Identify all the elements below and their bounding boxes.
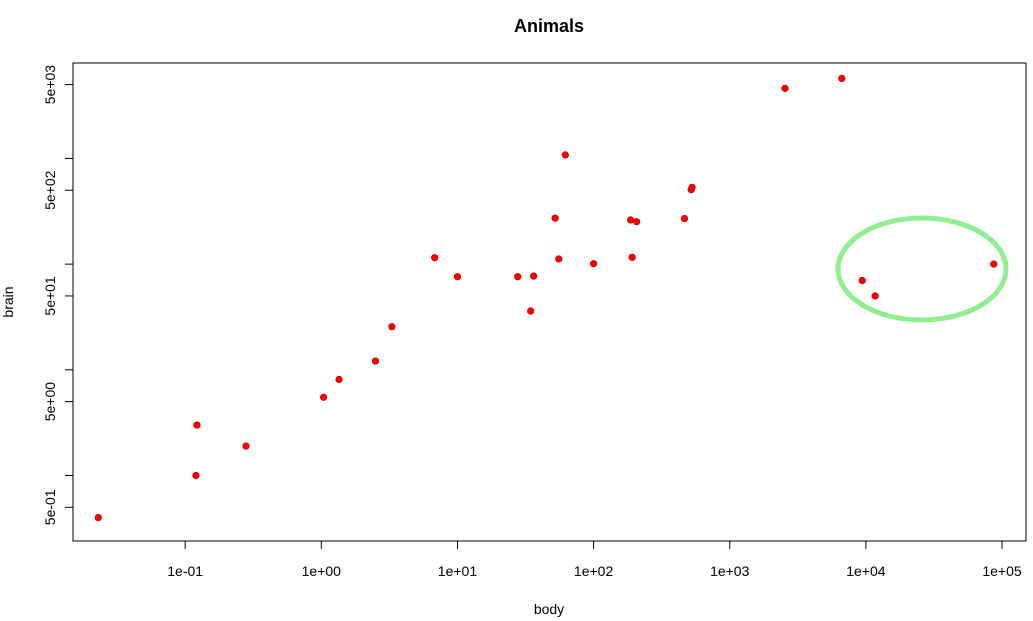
data-point (628, 253, 636, 261)
data-point (688, 183, 696, 191)
data-point (388, 323, 396, 331)
data-points (94, 74, 998, 522)
x-tick-label: 1e+04 (846, 563, 886, 579)
x-tick-label: 1e+05 (982, 563, 1022, 579)
data-point (858, 276, 866, 285)
data-point (990, 260, 998, 268)
data-point (192, 471, 200, 480)
data-point (627, 216, 635, 224)
y-tick-label: 5e+00 (42, 382, 58, 422)
data-point (193, 421, 201, 429)
highlight-ellipse (835, 215, 1009, 323)
y-tick-label: 5e+03 (42, 65, 58, 105)
data-point (633, 218, 641, 226)
y-axis: 5e-01 5e+00 5e+01 5e+02 5e+03 (42, 65, 73, 525)
data-point (555, 255, 563, 263)
x-tick-label: 1e+02 (574, 563, 614, 579)
x-axis: 1e-01 1e+00 1e+01 1e+02 1e+03 1e+04 1e+05 (167, 541, 1022, 579)
y-axis-title: brain (0, 286, 16, 317)
data-point (371, 357, 380, 365)
y-tick-label: 5e+01 (42, 276, 58, 316)
x-tick-label: 1e-01 (167, 563, 203, 579)
x-axis-title: body (534, 601, 564, 617)
data-point (530, 272, 538, 280)
data-point (551, 214, 559, 222)
y-tick-label: 5e+02 (42, 170, 58, 210)
y-tick-label: 5e-01 (42, 489, 58, 525)
data-point (453, 273, 462, 281)
x-tick-label: 1e+00 (302, 563, 342, 579)
data-point (94, 513, 102, 522)
data-point (431, 254, 439, 262)
data-point (527, 307, 535, 315)
plot-frame (72, 62, 1027, 542)
data-point (242, 442, 250, 450)
data-point (871, 292, 879, 300)
data-point (589, 260, 598, 268)
x-tick-label: 1e+01 (438, 563, 478, 579)
data-point (320, 393, 328, 401)
data-point (514, 273, 522, 281)
chart-title: Animals (514, 16, 584, 36)
data-point (561, 151, 569, 159)
data-point (838, 74, 846, 83)
x-tick-label: 1e+03 (710, 563, 750, 579)
data-point (335, 375, 343, 384)
data-point (781, 84, 789, 92)
data-point (680, 214, 689, 223)
